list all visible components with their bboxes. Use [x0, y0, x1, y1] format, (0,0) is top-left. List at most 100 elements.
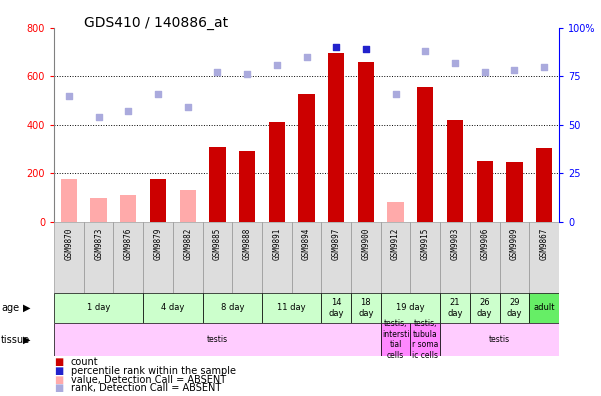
Bar	[203, 293, 262, 323]
Text: GSM9909: GSM9909	[510, 227, 519, 260]
Bar	[499, 222, 529, 293]
Point	[64, 92, 74, 99]
Bar	[291, 222, 322, 293]
Text: 26
day: 26 day	[477, 298, 492, 318]
Text: 14
day: 14 day	[329, 298, 344, 318]
Point	[421, 48, 430, 54]
Bar	[506, 162, 522, 222]
Bar	[239, 151, 255, 222]
Text: GSM9912: GSM9912	[391, 227, 400, 260]
Bar	[298, 94, 315, 222]
Bar	[470, 222, 499, 293]
Text: GSM9915: GSM9915	[421, 227, 430, 260]
Bar	[84, 222, 114, 293]
Text: GSM9900: GSM9900	[361, 227, 370, 260]
Bar	[262, 293, 322, 323]
Text: testis,
tubula
r soma
ic cells: testis, tubula r soma ic cells	[412, 320, 439, 360]
Text: adult: adult	[533, 303, 555, 312]
Point	[391, 91, 400, 97]
Bar	[529, 293, 559, 323]
Text: 4 day: 4 day	[161, 303, 185, 312]
Bar	[262, 222, 291, 293]
Text: 21
day: 21 day	[447, 298, 463, 318]
Text: 18
day: 18 day	[358, 298, 374, 318]
Bar	[143, 222, 173, 293]
Point	[153, 91, 163, 97]
Text: 1 day: 1 day	[87, 303, 111, 312]
Bar	[410, 323, 440, 356]
Bar	[143, 293, 203, 323]
Point	[450, 59, 460, 66]
Text: ▶: ▶	[23, 303, 30, 313]
Text: GSM9873: GSM9873	[94, 227, 103, 260]
Point	[361, 46, 371, 52]
Text: 8 day: 8 day	[221, 303, 244, 312]
Point	[331, 44, 341, 50]
Bar	[536, 148, 552, 222]
Text: rank, Detection Call = ABSENT: rank, Detection Call = ABSENT	[71, 383, 221, 394]
Bar	[381, 222, 410, 293]
Bar	[499, 293, 529, 323]
Bar	[232, 222, 262, 293]
Bar	[440, 323, 559, 356]
Bar	[269, 122, 285, 222]
Point	[539, 63, 549, 70]
Text: tissue: tissue	[1, 335, 30, 345]
Text: 11 day: 11 day	[277, 303, 306, 312]
Point	[510, 67, 519, 74]
Text: ■: ■	[54, 375, 63, 385]
Bar	[173, 222, 203, 293]
Text: GSM9885: GSM9885	[213, 227, 222, 260]
Text: GSM9882: GSM9882	[183, 227, 192, 260]
Bar	[328, 53, 344, 222]
Text: testis: testis	[489, 335, 510, 344]
Bar	[529, 222, 559, 293]
Text: GSM9876: GSM9876	[124, 227, 133, 260]
Text: GSM9870: GSM9870	[64, 227, 73, 260]
Text: GSM9888: GSM9888	[243, 227, 252, 260]
Text: count: count	[71, 357, 99, 367]
Bar	[440, 293, 470, 323]
Point	[213, 69, 222, 76]
Bar	[470, 293, 499, 323]
Text: GSM9867: GSM9867	[540, 227, 549, 260]
Text: testis: testis	[207, 335, 228, 344]
Text: ■: ■	[54, 383, 63, 394]
Bar	[54, 293, 143, 323]
Bar	[322, 222, 351, 293]
Text: GSM9906: GSM9906	[480, 227, 489, 260]
Point	[242, 71, 252, 78]
Bar	[322, 293, 351, 323]
Bar	[477, 161, 493, 222]
Bar	[381, 293, 440, 323]
Text: GSM9891: GSM9891	[272, 227, 281, 260]
Bar	[54, 222, 84, 293]
Bar	[440, 222, 470, 293]
Bar	[180, 190, 196, 222]
Bar	[381, 323, 410, 356]
Bar	[114, 222, 143, 293]
Text: ▶: ▶	[23, 335, 30, 345]
Bar	[61, 179, 77, 222]
Bar	[91, 198, 107, 222]
Text: GDS410 / 140886_at: GDS410 / 140886_at	[84, 16, 228, 30]
Bar	[351, 222, 381, 293]
Text: percentile rank within the sample: percentile rank within the sample	[71, 366, 236, 376]
Point	[124, 108, 133, 114]
Point	[183, 104, 192, 110]
Bar	[447, 120, 463, 222]
Bar	[209, 147, 225, 222]
Point	[272, 61, 282, 68]
Point	[94, 114, 103, 120]
Bar	[410, 222, 440, 293]
Text: GSM9894: GSM9894	[302, 227, 311, 260]
Text: GSM9903: GSM9903	[451, 227, 460, 260]
Text: 29
day: 29 day	[507, 298, 522, 318]
Bar	[358, 62, 374, 222]
Point	[302, 53, 311, 60]
Text: GSM9897: GSM9897	[332, 227, 341, 260]
Text: ■: ■	[54, 357, 63, 367]
Bar	[388, 202, 404, 222]
Bar	[150, 179, 166, 222]
Text: age: age	[1, 303, 19, 313]
